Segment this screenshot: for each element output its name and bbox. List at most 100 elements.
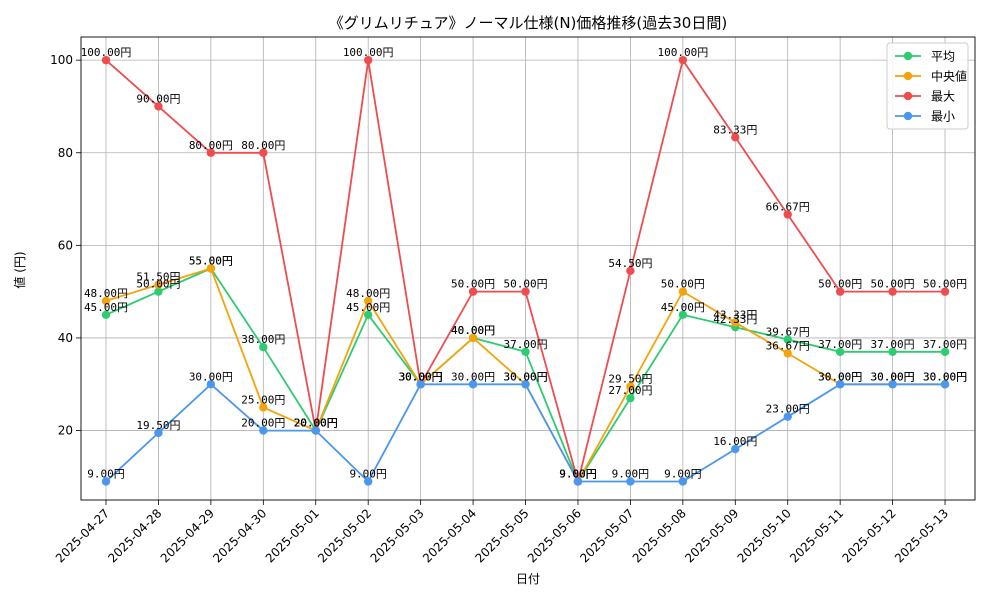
data-point (678, 477, 688, 486)
y-tick-label: 40 (58, 331, 73, 345)
data-label: 20.00円 (294, 417, 338, 430)
series-2 (101, 55, 950, 486)
data-point (154, 287, 163, 296)
legend-marker (903, 91, 913, 101)
series (101, 55, 950, 486)
legend-box (886, 42, 969, 130)
data-point (101, 55, 111, 65)
data-label: 27.00円 (608, 384, 652, 397)
chart-title: 《グリムリチュア》ノーマル仕様(N)価格推移(過去30日間) (329, 14, 727, 32)
data-point (731, 133, 740, 142)
legend-label: 最小 (931, 110, 955, 124)
data-point (259, 426, 268, 435)
data-point (259, 403, 268, 412)
data-point (259, 343, 268, 352)
legend-marker (903, 111, 913, 121)
data-label: 30.00円 (451, 370, 495, 383)
x-tick-label: 2025-05-12 (840, 506, 899, 565)
data-point (940, 347, 950, 357)
data-label: 80.00円 (241, 139, 285, 152)
data-label: 45.00円 (84, 301, 128, 314)
y-tick-label: 100 (50, 53, 73, 67)
data-point (206, 148, 216, 157)
data-label: 30.00円 (399, 370, 443, 383)
legend-label: 平均 (931, 50, 955, 64)
data-label: 43.33円 (713, 309, 757, 322)
grid (81, 37, 975, 500)
data-point (835, 347, 845, 357)
data-label: 48.00円 (84, 287, 128, 300)
x-tick-label: 2025-05-09 (682, 506, 741, 565)
data-point (678, 287, 688, 296)
data-point (259, 148, 268, 157)
data-point (678, 310, 688, 319)
data-point (364, 55, 373, 65)
data-point (154, 280, 163, 289)
x-tick-label: 2025-04-29 (158, 506, 217, 565)
data-point (468, 287, 478, 296)
data-point (888, 347, 897, 357)
x-tick-label: 2025-05-13 (892, 506, 951, 565)
data-label: 16.00円 (713, 435, 757, 448)
legend-item: 平均 (895, 50, 955, 64)
data-label: 100.00円 (343, 46, 394, 59)
data-label: 90.00円 (136, 92, 180, 105)
data-label: 50.00円 (661, 278, 705, 291)
legend-label: 中央値 (931, 69, 967, 84)
data-label: 36.67円 (766, 339, 810, 352)
data-label: 80.00円 (189, 139, 233, 152)
data-label: 29.50円 (608, 373, 652, 386)
data-label: 48.00円 (346, 287, 390, 300)
data-labels: 45.00円 50.00円 55.00円 38.00円 20.00円 45.00円 30.0… (81, 46, 967, 480)
data-label: 37.00円 (923, 338, 967, 351)
data-label: 45.00円 (346, 301, 390, 314)
y-tick-label: 80 (58, 146, 73, 160)
y-axis-label: 値 (円) (12, 251, 27, 288)
data-point (888, 380, 897, 389)
x-tick-label: 2025-05-03 (368, 506, 427, 565)
data-point (573, 477, 583, 486)
data-point (835, 380, 845, 389)
x-tick-label: 2025-04-30 (210, 506, 269, 565)
data-label: 55.00円 (189, 255, 233, 268)
data-point (835, 287, 845, 296)
data-label: 45.00円 (661, 301, 705, 314)
data-label: 9.00円 (664, 467, 702, 480)
data-point (101, 477, 111, 486)
data-label: 50.00円 (923, 278, 967, 291)
data-label: 20.00円 (294, 417, 338, 430)
data-point (783, 210, 792, 219)
data-label: 100.00円 (81, 46, 132, 59)
y-tick-label: 20 (58, 424, 73, 438)
data-point (364, 296, 373, 306)
x-tick-label: 2025-05-08 (630, 506, 689, 565)
data-point (311, 426, 320, 435)
data-point (154, 428, 163, 438)
data-label: 50.00円 (503, 278, 547, 291)
data-point (888, 287, 897, 296)
data-point (940, 287, 950, 296)
data-label: 30.00円 (871, 370, 915, 383)
data-label: 30.00円 (503, 370, 547, 383)
y-tick-label: 60 (58, 238, 73, 252)
data-label: 9.00円 (612, 467, 650, 480)
data-label: 39.67円 (766, 325, 810, 338)
data-label: 50.00円 (818, 278, 862, 291)
data-label: 66.67円 (766, 200, 810, 213)
data-point (731, 318, 740, 327)
x-tick-label: 2025-04-28 (105, 506, 164, 565)
data-point (468, 333, 478, 343)
data-label: 54.50円 (608, 257, 652, 270)
data-point (101, 296, 111, 306)
data-label: 30.00円 (923, 370, 967, 383)
data-label: 51.50円 (136, 271, 180, 284)
data-label: 19.50円 (136, 419, 180, 432)
x-axis-label: 日付 (516, 572, 540, 586)
data-label: 37.00円 (871, 338, 915, 351)
data-point (626, 477, 635, 486)
data-point (783, 335, 792, 344)
data-point (206, 380, 216, 389)
